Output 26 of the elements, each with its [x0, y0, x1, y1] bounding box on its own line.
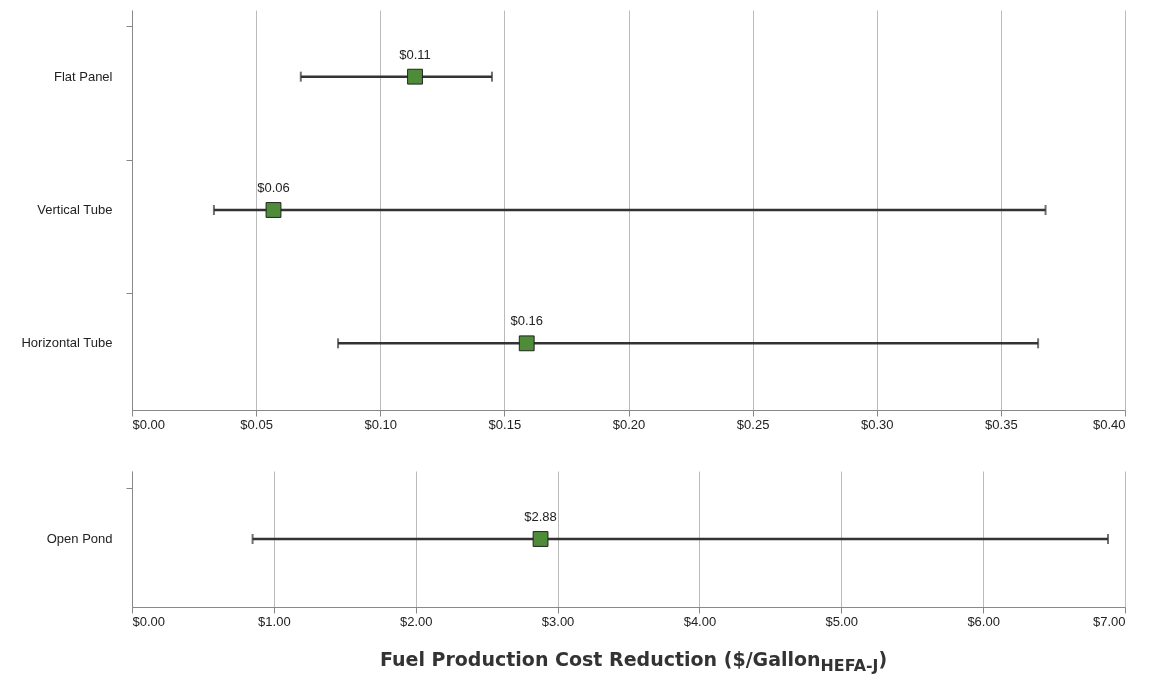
x-tick-label: $2.00	[399, 613, 433, 629]
y-tick-label: Horizontal Tube	[21, 335, 113, 351]
x-tick-label: $5.00	[825, 613, 859, 629]
x-tick-label: $3.00	[541, 613, 575, 629]
x-tick-label: $0.40	[1092, 416, 1126, 432]
x-tick-label: $0.00	[132, 613, 166, 629]
x-tick-label: $0.00	[132, 416, 166, 432]
data-label: $0.16	[510, 313, 543, 329]
y-tick-label: Vertical Tube	[37, 202, 113, 217]
x-tick-label: $0.30	[860, 416, 894, 432]
x-tick-label: $0.20	[612, 416, 646, 432]
data-label: $0.11	[399, 46, 431, 62]
x-tick-label: $7.00	[1092, 613, 1126, 629]
x-tick-label: $1.00	[258, 613, 291, 629]
data-label: $0.06	[257, 180, 290, 195]
y-tick-label: Open Pond	[46, 531, 113, 546]
y-tick-label: Flat Panel	[53, 68, 113, 84]
x-tick-label: $4.00	[683, 613, 717, 629]
data-label: $2.88	[524, 509, 557, 524]
x-tick-label: $0.15	[488, 416, 522, 432]
x-tick-label: $6.00	[967, 613, 1000, 629]
x-tick-label: $0.25	[736, 416, 770, 432]
x-axis-title: Fuel Production Cost Reduction ($/Gallon$_{HEFA-J}$)	[378, 648, 889, 675]
x-tick-label: $0.35	[985, 416, 1018, 432]
x-tick-label: $0.05	[240, 416, 273, 432]
x-tick-label: $0.10	[364, 416, 398, 432]
